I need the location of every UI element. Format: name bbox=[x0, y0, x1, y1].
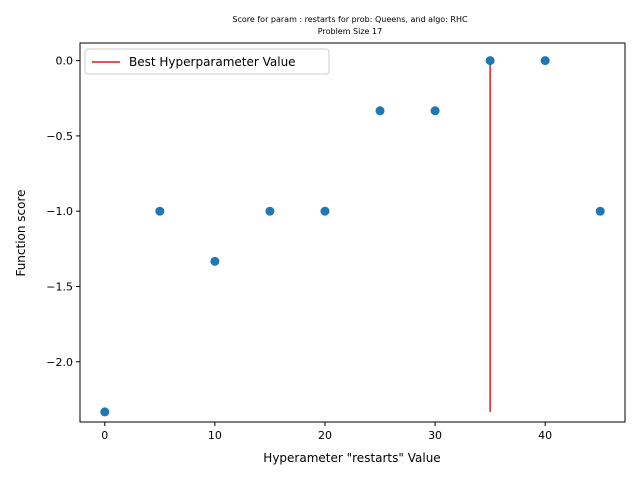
scatter-point bbox=[155, 206, 165, 216]
scatter-point bbox=[320, 206, 330, 216]
legend: Best Hyperparameter Value bbox=[84, 48, 330, 75]
x-tick-label: 20 bbox=[318, 429, 332, 442]
plot-area-frame bbox=[79, 42, 626, 423]
scatter-points bbox=[100, 56, 605, 417]
x-axis-label: Hyperameter "restarts" Value bbox=[263, 451, 440, 465]
y-tick-label: 0.0 bbox=[56, 55, 74, 68]
scatter-point bbox=[430, 106, 440, 116]
scatter-point bbox=[485, 56, 495, 66]
scatter-point bbox=[210, 256, 220, 266]
x-axis-ticks: 0 10 20 30 40 bbox=[101, 422, 552, 442]
y-tick-label: −1.5 bbox=[46, 280, 73, 293]
chart-title-line2: Problem Size 17 bbox=[318, 27, 382, 36]
scatter-point bbox=[540, 56, 550, 66]
y-axis-ticks: 0.0 −0.5 −1.0 −1.5 −2.0 bbox=[46, 55, 80, 369]
x-tick-label: 30 bbox=[428, 429, 442, 442]
chart-title-line1: Score for param : restarts for prob: Que… bbox=[232, 15, 468, 24]
y-tick-label: −2.0 bbox=[46, 356, 73, 369]
x-tick-label: 40 bbox=[538, 429, 552, 442]
scatter-point bbox=[595, 206, 605, 216]
scatter-point bbox=[375, 106, 385, 116]
legend-box bbox=[84, 48, 330, 75]
scatter-point bbox=[265, 206, 275, 216]
legend-label: Best Hyperparameter Value bbox=[129, 55, 296, 69]
y-tick-label: −1.0 bbox=[46, 205, 73, 218]
x-tick-label: 10 bbox=[208, 429, 222, 442]
x-tick-label: 0 bbox=[101, 429, 108, 442]
y-tick-label: −0.5 bbox=[46, 130, 73, 143]
scatter-point bbox=[100, 407, 110, 417]
y-axis-label: Function score bbox=[14, 189, 28, 276]
